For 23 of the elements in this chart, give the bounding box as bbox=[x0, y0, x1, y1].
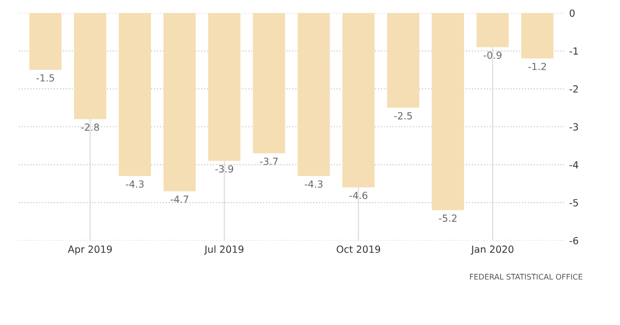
x-tick-label: Jan 2020 bbox=[470, 246, 514, 255]
x-tick-label: Jul 2019 bbox=[204, 245, 244, 255]
y-tick-label: 0 bbox=[570, 9, 575, 17]
y-tick-label: -6 bbox=[570, 236, 578, 244]
y-tick-label: -5 bbox=[570, 199, 578, 206]
data-label: -0.9 bbox=[484, 51, 502, 59]
data-label: -1.2 bbox=[528, 62, 546, 70]
data-label: -5.2 bbox=[438, 214, 456, 222]
y-tick-label: -1 bbox=[570, 48, 578, 55]
data-label: -4.7 bbox=[170, 196, 188, 203]
data-label: -2.8 bbox=[81, 124, 99, 131]
data-label: -4.6 bbox=[349, 192, 368, 200]
data-label: -2.5 bbox=[394, 112, 412, 120]
data-label: -1.5 bbox=[36, 74, 54, 82]
data-label: -4.3 bbox=[304, 180, 322, 188]
y-tick-label: -2 bbox=[570, 85, 578, 93]
data-label: -3.7 bbox=[260, 158, 278, 165]
x-tick-label: Apr 2019 bbox=[68, 246, 112, 255]
y-tick-label: -4 bbox=[570, 161, 578, 168]
y-tick-label: -3 bbox=[570, 123, 578, 131]
x-tick-label: Oct 2019 bbox=[336, 246, 380, 253]
data-label: -3.9 bbox=[215, 165, 234, 173]
data-label: -4.3 bbox=[126, 180, 144, 188]
